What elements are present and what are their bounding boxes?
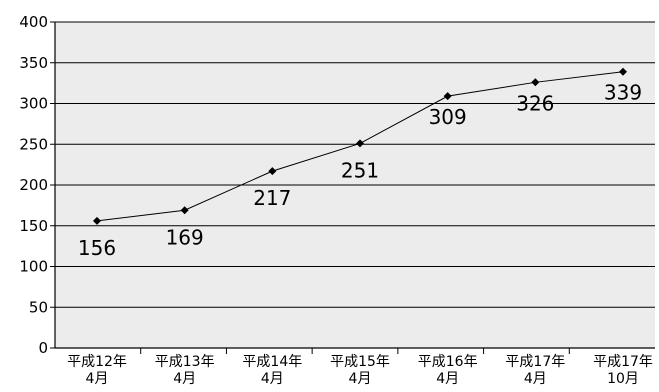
y-tick-label: 250 (19, 135, 48, 153)
data-label: 251 (341, 158, 379, 182)
series-line (93, 67, 627, 225)
x-tick-label-line1: 平成15年 (330, 354, 390, 370)
data-point-marker (531, 78, 540, 87)
x-tick-label: 平成17年 10月 (593, 354, 653, 387)
gridlines (55, 21, 655, 308)
data-point-marker (443, 92, 452, 101)
y-tick-label: 50 (29, 298, 48, 316)
axes (50, 21, 655, 354)
x-tick-label: 平成15年 4月 (330, 354, 390, 387)
data-label: 169 (166, 225, 204, 249)
x-tick-label-line1: 平成12年 (67, 354, 127, 370)
data-point-marker (356, 139, 364, 148)
x-tick-label-line1: 平成17年 (593, 354, 653, 370)
x-tick-label-line2: 4月 (436, 371, 459, 387)
x-tick-label-line2: 4月 (524, 371, 547, 387)
x-tick-label-line2: 4月 (86, 371, 109, 387)
data-point-marker (93, 216, 101, 225)
x-tick-label: 平成16年 4月 (418, 354, 478, 387)
data-label: 156 (78, 236, 116, 260)
y-tick-label: 350 (19, 54, 48, 72)
x-tick-label: 平成14年 4月 (242, 354, 302, 387)
y-tick-label: 300 (19, 95, 48, 113)
y-tick-label: 200 (19, 176, 48, 194)
x-tick-label-line1: 平成13年 (155, 354, 215, 370)
x-tick-label: 平成17年 4月 (505, 354, 565, 387)
y-tick-label: 0 (38, 339, 48, 357)
x-tick-label-line1: 平成16年 (418, 354, 478, 370)
x-tick-label-line2: 4月 (173, 371, 196, 387)
data-label: 326 (516, 91, 554, 115)
y-tick-label: 400 (19, 13, 48, 31)
data-point-marker (268, 167, 277, 176)
x-tick-label-line2: 4月 (349, 371, 372, 387)
x-tick-label-line1: 平成14年 (242, 354, 302, 370)
x-tick-label-line1: 平成17年 (505, 354, 565, 370)
x-tick-label-line2: 10月 (607, 371, 639, 387)
x-tick-label: 平成13年 4月 (155, 354, 215, 387)
y-tick-labels: 0 50 100 150 200 250 300 350 400 (19, 13, 48, 357)
y-tick-label: 100 (19, 258, 48, 276)
data-label: 309 (429, 105, 467, 129)
data-point-marker (180, 206, 189, 215)
y-tick-label: 150 (19, 217, 48, 235)
x-tick-label-line2: 4月 (261, 371, 284, 387)
data-labels: 156 169 217 251 309 326 339 (78, 81, 642, 260)
data-label: 217 (253, 186, 291, 210)
data-point-marker (619, 67, 627, 76)
x-tick-label: 平成12年 4月 (67, 354, 127, 387)
data-label: 339 (604, 81, 642, 105)
